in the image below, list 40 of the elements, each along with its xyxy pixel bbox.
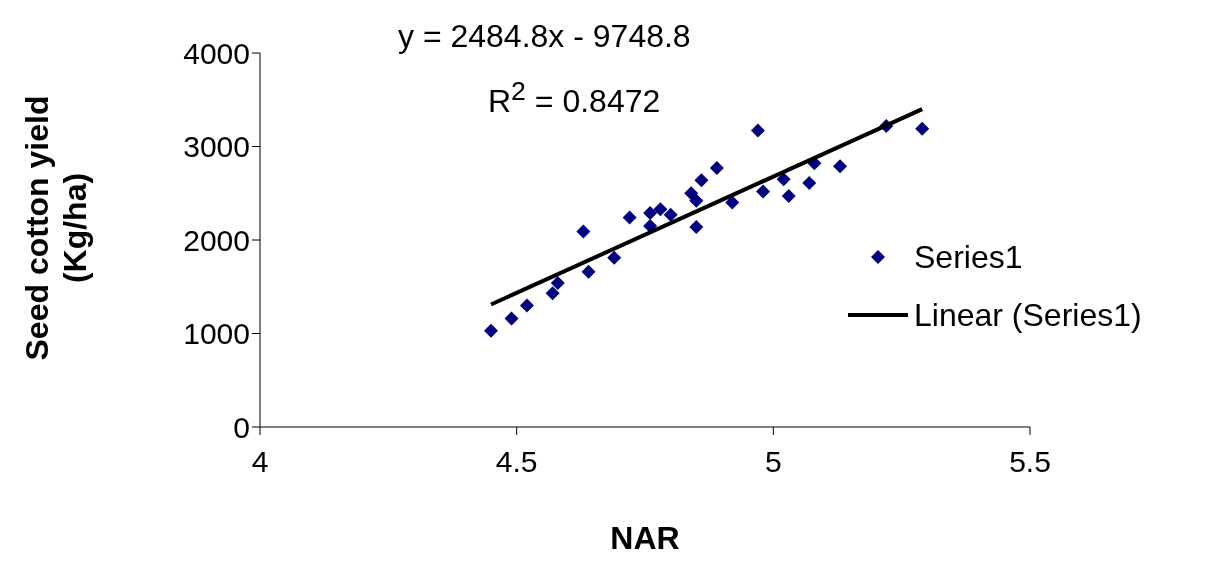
point	[545, 286, 560, 301]
y-tick-label: 1000	[183, 317, 250, 351]
point	[653, 202, 668, 217]
x-tick-label: 5.5	[1009, 445, 1051, 479]
point	[776, 172, 791, 187]
point	[622, 210, 637, 225]
legend-label: Linear (Series1)	[914, 296, 1142, 334]
point	[915, 121, 930, 136]
legend-label: Series1	[914, 238, 1023, 276]
point	[484, 323, 498, 338]
point	[725, 195, 740, 210]
point	[643, 205, 658, 220]
x-tick-label: 4	[251, 445, 269, 479]
point	[607, 250, 622, 265]
y-axis-title: Seed cotton yield (Kg/ha)	[18, 94, 94, 363]
y-tick-label: 0	[233, 410, 250, 444]
y-tick-label: 3000	[183, 130, 250, 164]
point	[689, 193, 704, 208]
y-tick-label: 4000	[183, 36, 250, 70]
point	[781, 189, 796, 204]
point	[756, 184, 771, 199]
point	[689, 219, 704, 234]
point	[519, 298, 534, 313]
point	[576, 224, 591, 239]
x-tick-label: 5	[764, 445, 782, 479]
x-tick-label: 4.5	[495, 445, 538, 479]
point	[581, 264, 596, 279]
point	[802, 175, 817, 190]
x-axis-title: NAR	[609, 520, 681, 557]
point	[504, 311, 519, 326]
point	[709, 161, 724, 176]
annotation: R$^{2}$ = 0.8472	[488, 76, 661, 120]
point	[663, 207, 678, 222]
point	[833, 159, 848, 174]
annotation: y = 2484.8x - 9748.8	[398, 18, 691, 55]
point	[550, 276, 565, 291]
point	[694, 173, 709, 188]
point	[684, 186, 699, 201]
point	[750, 123, 765, 138]
y-tick-label: 2000	[183, 223, 250, 257]
